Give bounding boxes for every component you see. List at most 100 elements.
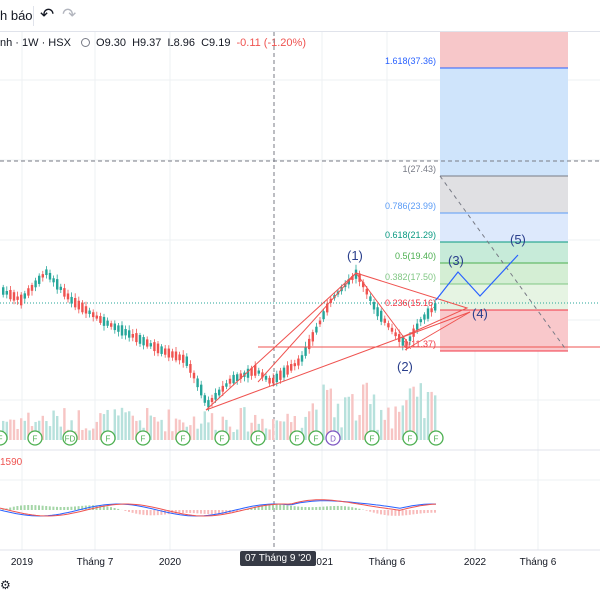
macd-histogram-bar bbox=[275, 504, 278, 510]
macd-histogram-bar bbox=[30, 504, 33, 510]
wave-label-3[interactable]: (3) bbox=[448, 253, 464, 268]
volume-bar bbox=[232, 431, 235, 440]
event-marker-label: FD bbox=[65, 435, 76, 444]
candle-body bbox=[408, 336, 412, 341]
volume-bar bbox=[412, 386, 415, 440]
macd-histogram-bar bbox=[426, 510, 429, 513]
event-marker-label: F bbox=[434, 435, 439, 444]
macd-histogram-bar bbox=[416, 510, 418, 514]
candle-body bbox=[38, 275, 41, 284]
volume-bar bbox=[27, 412, 30, 440]
volume-bar bbox=[160, 419, 163, 440]
volume-bar bbox=[77, 410, 80, 440]
redo-icon[interactable]: ↷ bbox=[62, 5, 77, 24]
candle-body bbox=[297, 358, 300, 366]
volume-bar bbox=[92, 428, 95, 440]
event-marker-icon[interactable] bbox=[27, 430, 43, 446]
trendline-drawings[interactable] bbox=[205, 175, 600, 411]
alert-button[interactable]: h báo bbox=[0, 8, 33, 23]
candle-body bbox=[131, 333, 134, 338]
time-axis-tick: 2021 bbox=[311, 557, 334, 568]
symbol-legend: nh · 1W · HSX O9.30 H9.37 L8.96 C9.19 -0… bbox=[0, 37, 309, 49]
candle-body bbox=[268, 377, 271, 384]
wave-label-2[interactable]: (2) bbox=[397, 359, 413, 374]
macd-histogram-bar bbox=[38, 505, 40, 510]
event-marker-icon[interactable] bbox=[325, 430, 341, 446]
event-marker-icon[interactable] bbox=[62, 430, 78, 446]
volume-bar bbox=[311, 403, 314, 440]
candle-body bbox=[156, 343, 160, 354]
candle-body bbox=[304, 346, 307, 356]
fib-label: 0.382(17.50) bbox=[385, 272, 436, 282]
event-marker-icon[interactable] bbox=[308, 430, 324, 446]
macd-histogram-bar bbox=[297, 506, 300, 510]
symbol-title[interactable]: nh · 1W · HSX bbox=[0, 37, 71, 49]
macd-histogram-bar bbox=[16, 506, 19, 510]
event-marker-icon[interactable] bbox=[428, 430, 444, 446]
volume-bar bbox=[70, 420, 73, 440]
macd-histogram-bar bbox=[329, 506, 332, 510]
undo-icon[interactable]: ↶ bbox=[40, 5, 55, 24]
candle-body bbox=[394, 332, 397, 337]
event-marker-label: D bbox=[330, 435, 336, 444]
macd-histogram-bar bbox=[153, 510, 156, 516]
candle-body bbox=[149, 343, 152, 347]
candle-body bbox=[77, 300, 80, 310]
event-marker-icon[interactable] bbox=[250, 430, 266, 446]
event-marker-icon[interactable] bbox=[0, 430, 8, 446]
macd-histogram-bar bbox=[376, 510, 379, 514]
candle-body bbox=[254, 365, 257, 376]
volume-bar bbox=[264, 428, 268, 440]
macd-histogram-bar bbox=[308, 507, 310, 510]
candle-body bbox=[45, 269, 48, 276]
elliott-wave-labels[interactable]: (1) (2) (3) (4) (5) bbox=[347, 232, 526, 374]
macd-histogram-bar bbox=[167, 510, 170, 515]
wave-label-1[interactable]: (1) bbox=[347, 248, 363, 263]
event-marker-icon[interactable] bbox=[175, 430, 191, 446]
candle-body bbox=[264, 375, 268, 380]
time-axis[interactable]: 2019 Tháng 7 2020 2021 Tháng 6 2022 Tháng 6 bbox=[11, 557, 557, 568]
candle-body bbox=[110, 323, 113, 327]
event-marker-label: F bbox=[314, 435, 319, 444]
event-markers[interactable]: FFFDFFFFFFFDFFF bbox=[0, 430, 444, 446]
candle-body bbox=[434, 303, 437, 311]
candle-body bbox=[9, 289, 12, 300]
macd-histogram-bar bbox=[358, 508, 361, 510]
macd-histogram-bar bbox=[401, 510, 404, 516]
event-marker-icon[interactable] bbox=[214, 430, 230, 446]
volume-bar bbox=[84, 428, 88, 440]
macd-histogram-bar bbox=[372, 510, 375, 513]
macd-histogram-bar bbox=[430, 510, 433, 513]
volume-bar bbox=[95, 421, 98, 440]
macd-histogram-bar bbox=[20, 505, 22, 510]
candle-body bbox=[246, 368, 250, 378]
volume-bar bbox=[329, 388, 332, 440]
candle-body bbox=[41, 274, 44, 278]
event-marker-icon[interactable] bbox=[364, 430, 380, 446]
macd-histogram-bar bbox=[322, 506, 325, 510]
candle-body bbox=[135, 333, 138, 343]
fib-zones bbox=[440, 32, 568, 351]
wave-label-4[interactable]: (4) bbox=[472, 306, 488, 321]
volume-bar bbox=[207, 422, 210, 440]
event-marker-icon[interactable] bbox=[135, 430, 151, 446]
macd-histogram-bar bbox=[59, 506, 62, 510]
candle-body bbox=[261, 372, 264, 378]
candle-body bbox=[12, 292, 16, 301]
candle-body bbox=[419, 319, 422, 323]
candle-body bbox=[164, 348, 167, 355]
macd-histogram-bar bbox=[232, 510, 235, 513]
event-marker-icon[interactable] bbox=[289, 430, 305, 446]
macd-histogram-bar bbox=[214, 510, 217, 515]
macd-histogram-bar bbox=[218, 510, 220, 515]
wave-label-5[interactable]: (5) bbox=[510, 232, 526, 247]
volume-bar bbox=[304, 416, 307, 440]
volume-bar bbox=[45, 421, 48, 440]
event-marker-icon[interactable] bbox=[100, 430, 116, 446]
top-toolbar: h báo ↶ ↷ bbox=[0, 0, 600, 32]
event-marker-icon[interactable] bbox=[402, 430, 418, 446]
macd-histogram-bar bbox=[117, 508, 120, 510]
fib-label: 0.618(21.29) bbox=[385, 230, 436, 240]
settings-icon[interactable]: ⚙ bbox=[0, 578, 11, 592]
